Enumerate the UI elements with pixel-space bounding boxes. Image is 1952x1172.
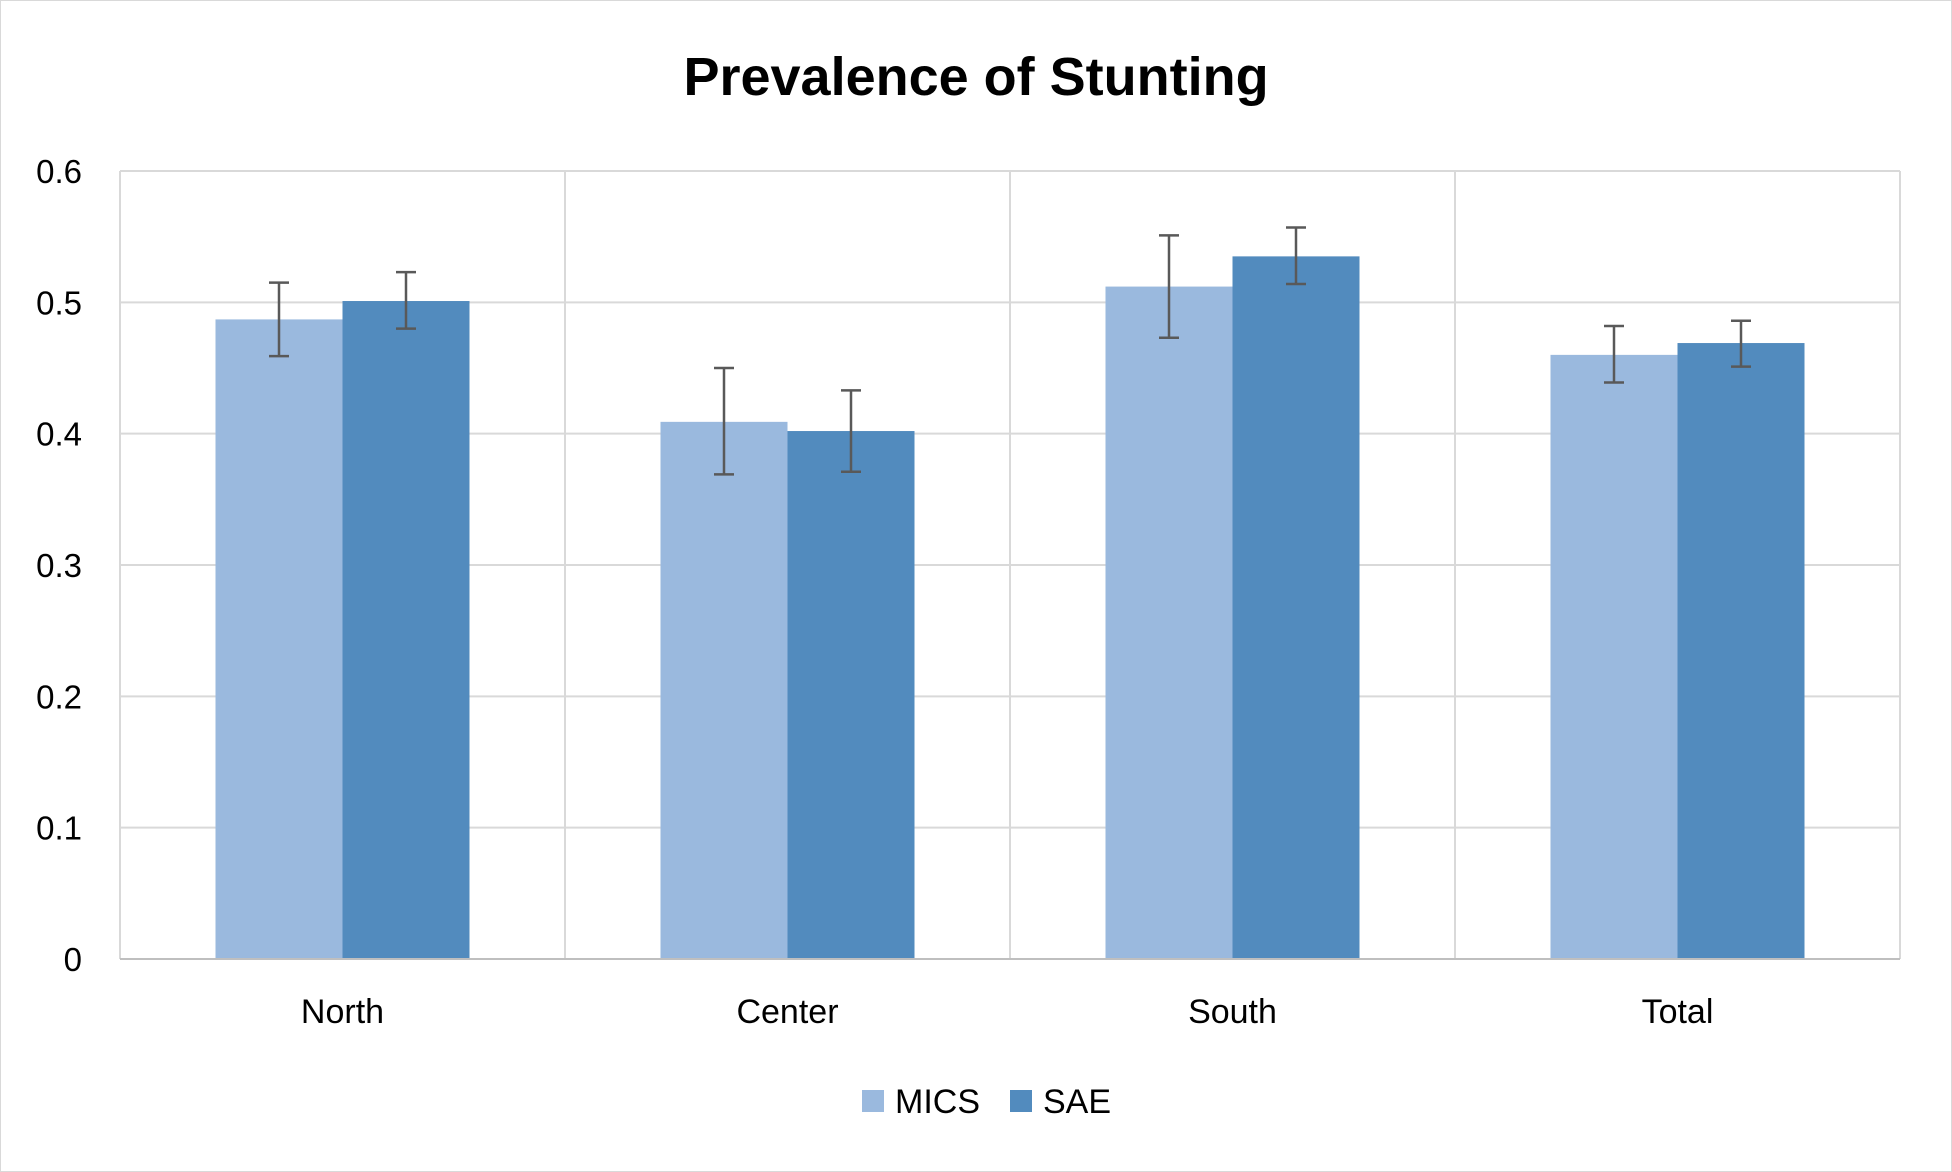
x-tick-label: North <box>301 993 384 1031</box>
axes: 0 0.1 0.2 0.3 0.4 0.5 0.6 North Center South Total <box>36 153 1900 1031</box>
y-tick-label: 0.2 <box>36 678 82 715</box>
legend-swatch-sae <box>1010 1090 1032 1112</box>
legend-swatch-mics <box>862 1090 884 1112</box>
x-tick-label: Total <box>1642 993 1714 1031</box>
legend-label-mics: MICS <box>895 1083 980 1121</box>
y-tick-label: 0.6 <box>36 153 82 190</box>
y-tick-label: 0 <box>64 941 82 978</box>
legend-label-sae: SAE <box>1043 1083 1111 1121</box>
x-tick-label: Center <box>736 993 838 1031</box>
bar-mics-total <box>1550 354 1678 959</box>
legend: MICS SAE <box>862 1083 1111 1121</box>
bar-sae-total <box>1677 343 1805 960</box>
bar-mics-north <box>215 319 343 959</box>
y-tick-label: 0.4 <box>36 416 82 453</box>
chart-title: Prevalence of Stunting <box>683 47 1268 107</box>
y-tick-label: 0.5 <box>36 284 82 321</box>
bar-mics-center <box>660 421 788 959</box>
bars <box>215 256 1805 960</box>
bar-sae-center <box>787 431 915 959</box>
y-tick-label: 0.3 <box>36 547 82 584</box>
bar-sae-south <box>1232 256 1360 959</box>
x-tick-label: South <box>1188 993 1277 1031</box>
y-tick-label: 0.1 <box>36 810 82 847</box>
error-bars <box>269 226 1751 476</box>
bar-sae-north <box>342 301 470 959</box>
bar-mics-south <box>1105 286 1233 959</box>
